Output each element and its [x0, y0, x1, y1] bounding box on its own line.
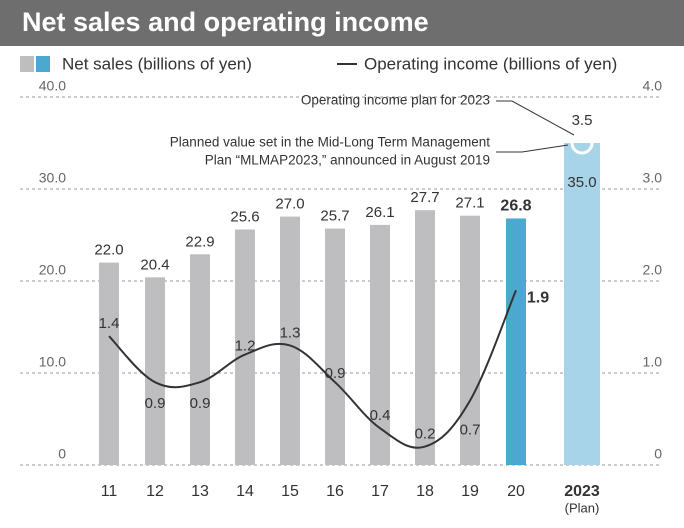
- y2-tick-label: 2.0: [643, 262, 663, 278]
- x-tick-label: 11: [101, 483, 118, 500]
- bar: [460, 215, 480, 465]
- bar-value-label: 27.7: [410, 189, 439, 206]
- leader-line: [496, 100, 575, 136]
- annotation: Plan “MLMAP2023,” announced in August 20…: [205, 153, 490, 168]
- bar-value-label: 35.0: [567, 174, 596, 191]
- chart-title: Net sales and operating income: [22, 7, 429, 37]
- line-value-label: 1.9: [527, 289, 549, 306]
- legend-label: Operating income (billions of yen): [364, 54, 617, 73]
- bar: [145, 277, 165, 465]
- x-tick-label: 19: [461, 483, 479, 500]
- x-tick-label: 13: [191, 483, 209, 500]
- y2-tick-label: 1.0: [643, 354, 663, 370]
- line-value-label: 0.9: [145, 395, 166, 412]
- bar-value-label: 26.8: [500, 198, 531, 215]
- bar: [415, 210, 435, 465]
- x-tick-label: 18: [416, 483, 434, 500]
- bar-value-label: 20.4: [140, 256, 169, 273]
- title-bar: [0, 0, 684, 46]
- x-tick-label: 20: [507, 483, 525, 500]
- bar-value-label: 27.0: [275, 196, 304, 213]
- line-value-label: 1.4: [99, 315, 120, 332]
- y-tick-label: 20.0: [39, 262, 66, 278]
- annotation: Planned value set in the Mid-Long Term M…: [170, 135, 490, 150]
- legend-swatch: [20, 56, 34, 72]
- x-tick-label: 15: [281, 483, 299, 500]
- annotation: Operating income plan for 2023: [301, 93, 490, 108]
- line-value-label: 1.3: [280, 324, 301, 341]
- x-tick-label: 14: [236, 483, 254, 500]
- income-plan-marker: [570, 131, 594, 155]
- line-value-label: 0.4: [370, 407, 391, 424]
- bar-value-label: 22.9: [185, 233, 214, 250]
- bar-value-label: 22.0: [94, 242, 123, 259]
- income-line: [108, 289, 517, 449]
- line-value-label: 0.2: [415, 426, 436, 443]
- bar: [99, 262, 119, 465]
- bar: [325, 228, 345, 465]
- bar: [280, 216, 300, 465]
- leader-line: [496, 144, 569, 153]
- bar: [506, 218, 526, 465]
- legend-swatch: [36, 56, 50, 72]
- bar-value-label: 26.1: [365, 204, 394, 221]
- x-tick-sublabel: (Plan): [565, 500, 600, 515]
- bar-value-label: 27.1: [455, 195, 484, 212]
- legend-label: Net sales (billions of yen): [62, 54, 252, 73]
- line-value-label: 3.5: [572, 112, 593, 129]
- bar: [235, 229, 255, 465]
- line-value-label: 0.9: [190, 395, 211, 412]
- x-tick-label: 17: [371, 483, 389, 500]
- bar-value-label: 25.7: [320, 208, 349, 225]
- y2-tick-label: 4.0: [643, 78, 663, 94]
- y2-tick-label: 0: [654, 446, 662, 462]
- x-tick-label: 2023: [564, 483, 600, 500]
- line-value-label: 1.2: [235, 338, 256, 355]
- x-tick-label: 12: [146, 483, 164, 500]
- line-value-label: 0.7: [460, 422, 481, 439]
- bar: [564, 143, 600, 465]
- bar: [370, 224, 390, 465]
- line-value-label: 0.9: [325, 365, 346, 382]
- y-tick-label: 0: [58, 446, 66, 462]
- y-tick-label: 30.0: [39, 170, 66, 186]
- y-tick-label: 10.0: [39, 354, 66, 370]
- x-tick-label: 16: [326, 483, 344, 500]
- bar-value-label: 25.6: [230, 208, 259, 225]
- y-tick-label: 40.0: [39, 78, 66, 94]
- bar: [190, 254, 210, 465]
- y2-tick-label: 3.0: [643, 170, 663, 186]
